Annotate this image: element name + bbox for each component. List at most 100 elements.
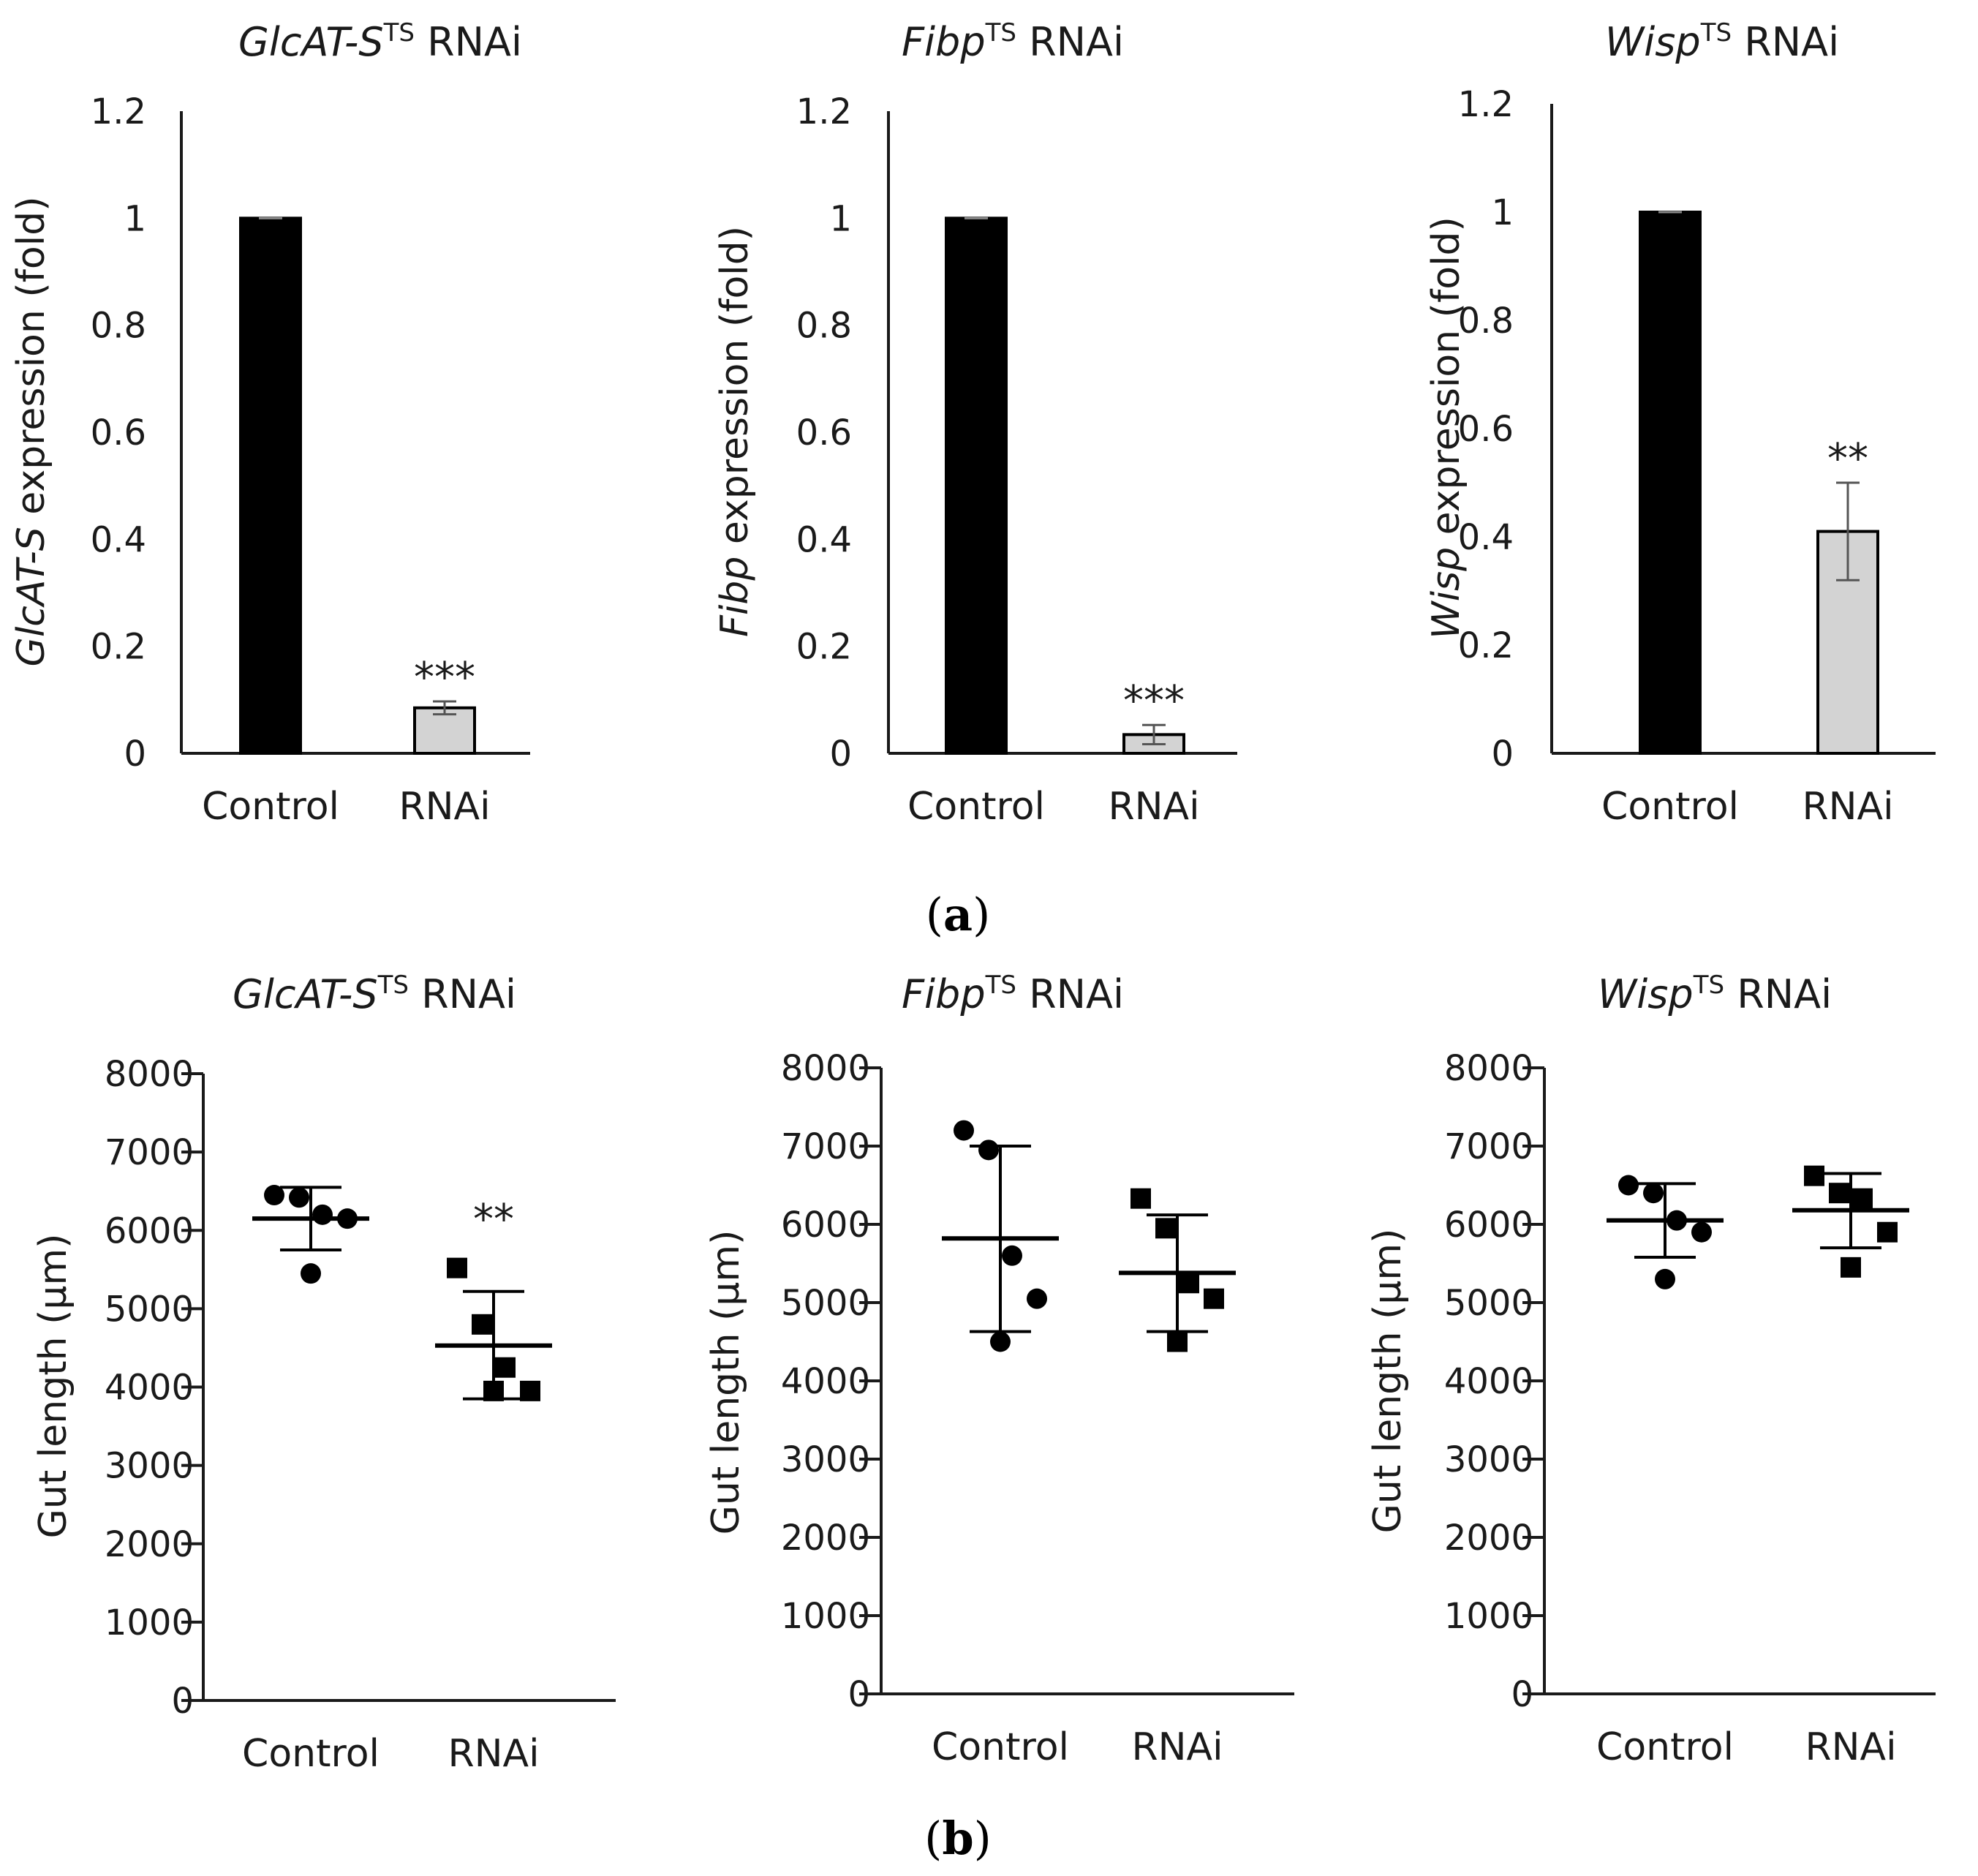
x-category-label: Control	[202, 785, 339, 829]
y-tick-label: 1.2	[1458, 84, 1514, 125]
significance-label: **	[1827, 435, 1868, 483]
data-point	[289, 1187, 309, 1208]
data-point	[1167, 1331, 1188, 1352]
bar-control	[239, 216, 302, 756]
y-axis-label-gene: GlcAT-S	[10, 527, 53, 666]
data-point	[447, 1257, 467, 1278]
chart-title-suffix: RNAi	[415, 19, 522, 65]
chart-title: WispTS RNAi	[1598, 971, 1832, 1017]
y-tick-label: 0.6	[796, 413, 852, 453]
chart-title-gene: Wisp	[1605, 19, 1701, 65]
y-tick-label: 0.8	[796, 306, 852, 347]
y-tick-label: 0.2	[1458, 625, 1514, 666]
data-point	[301, 1263, 321, 1284]
data-point	[1804, 1165, 1824, 1186]
y-tick-label: 8000	[105, 1054, 194, 1095]
data-point	[264, 1185, 284, 1206]
y-tick-label: 5000	[1444, 1283, 1533, 1324]
significance-label: ***	[414, 654, 475, 701]
x-category-label: Control	[932, 1725, 1069, 1769]
chart-title-superscript: TS	[383, 18, 415, 48]
data-point	[1691, 1221, 1712, 1243]
y-tick-label: 3000	[781, 1439, 870, 1480]
chart-5: FibpTS RNAi Gut length (μm) 0 1000 2000 3000 4…	[704, 971, 1294, 1769]
chart-title: FibpTS RNAi	[902, 18, 1124, 65]
y-axis-label-text: expression (fold)	[713, 226, 757, 557]
y-tick-label: 0.4	[1458, 517, 1514, 558]
data-point	[1877, 1221, 1898, 1243]
panel-label-a: (a)	[926, 888, 991, 941]
y-axis-label: Fibp expression (fold)	[713, 226, 757, 637]
y-tick-label: 0	[1511, 1674, 1533, 1715]
y-tick-label: 0.4	[91, 519, 146, 560]
y-tick-label: 0	[124, 734, 146, 775]
data-point	[954, 1120, 974, 1141]
y-axis-label-text: expression (fold)	[1424, 216, 1468, 547]
x-category-label: RNAi	[1802, 785, 1893, 829]
y-tick-label: 4000	[781, 1361, 870, 1402]
y-tick-label: 2000	[1444, 1518, 1533, 1559]
x-category-label: Control	[1596, 1725, 1734, 1769]
significance-label: **	[473, 1196, 514, 1243]
y-tick-label: 5000	[105, 1289, 194, 1330]
data-point	[1179, 1273, 1199, 1294]
y-tick-label: 0	[171, 1681, 194, 1722]
bar-control	[1639, 211, 1702, 755]
y-tick-label: 2000	[105, 1524, 194, 1565]
y-tick-label: 0.6	[1458, 409, 1514, 450]
chart-title-suffix: RNAi	[409, 971, 516, 1017]
bar-control	[945, 216, 1008, 756]
chart-title-gene: Wisp	[1598, 971, 1694, 1017]
y-tick-label: 3000	[105, 1446, 194, 1487]
y-tick-label: 4000	[1444, 1361, 1533, 1402]
bar-rnai	[413, 706, 476, 756]
y-tick-label: 3000	[1444, 1439, 1533, 1480]
y-axis-label-gene: Fibp	[713, 557, 757, 637]
y-axis-label: Gut length (μm)	[1366, 1229, 1410, 1534]
chart-title-suffix: RNAi	[1016, 19, 1124, 65]
data-point	[1130, 1188, 1151, 1209]
y-axis-label-text: Gut length (μm)	[31, 1234, 75, 1539]
significance-label: ***	[1123, 677, 1185, 725]
y-tick-label: 1	[124, 198, 146, 239]
x-category-label: Control	[242, 1732, 380, 1776]
y-axis-label-text: Gut length (μm)	[1366, 1229, 1410, 1534]
y-tick-label: 7000	[1444, 1126, 1533, 1167]
x-category-label: RNAi	[1108, 785, 1199, 829]
data-point	[1841, 1257, 1861, 1278]
chart-title-gene: Fibp	[902, 971, 986, 1017]
x-category-label: RNAi	[399, 785, 490, 829]
y-tick-label: 0.4	[796, 519, 852, 560]
y-tick-label: 1	[829, 198, 852, 239]
data-point	[1204, 1288, 1224, 1309]
data-point	[1852, 1188, 1873, 1209]
y-tick-label: 1000	[105, 1602, 194, 1643]
y-tick-label: 5000	[781, 1283, 870, 1324]
data-point	[1618, 1175, 1639, 1196]
data-point	[1027, 1288, 1047, 1309]
x-category-label: RNAi	[448, 1732, 539, 1776]
data-point	[1643, 1183, 1664, 1204]
data-point	[312, 1204, 333, 1225]
chart-title-superscript: TS	[1693, 971, 1724, 1000]
y-tick-label: 0.8	[1458, 301, 1514, 342]
y-tick-label: 0	[848, 1674, 870, 1715]
chart-title-gene: Fibp	[902, 19, 986, 65]
data-point	[472, 1314, 492, 1335]
y-axis-label-text: Gut length (μm)	[704, 1230, 748, 1535]
y-tick-label: 2000	[781, 1518, 870, 1559]
chart-title-suffix: RNAi	[1016, 971, 1124, 1017]
x-category-label: RNAi	[1805, 1725, 1896, 1769]
chart-title-suffix: RNAi	[1724, 971, 1832, 1017]
y-tick-label: 0	[1491, 734, 1514, 775]
y-axis-label: Wisp expression (fold)	[1424, 216, 1468, 639]
chart-title: GlcAT-STS RNAi	[238, 18, 522, 65]
y-axis-label-gene: Wisp	[1424, 547, 1468, 639]
y-axis-label: Gut length (μm)	[31, 1234, 75, 1539]
y-tick-label: 0.8	[91, 306, 146, 347]
